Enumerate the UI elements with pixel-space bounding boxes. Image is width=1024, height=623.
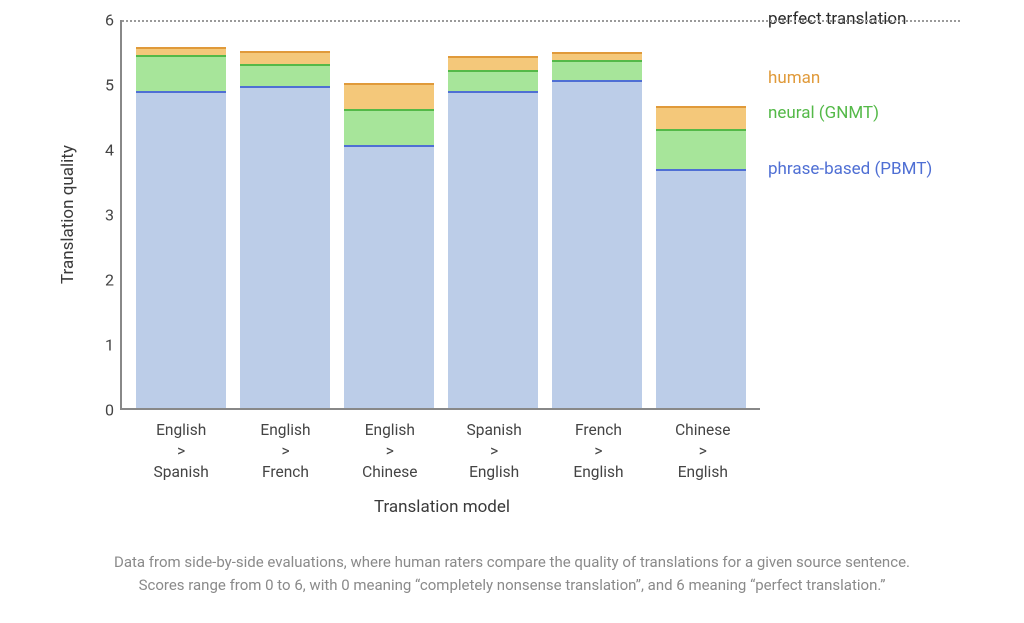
bar [448,56,538,408]
chart-caption: Data from side-by-side evaluations, wher… [72,551,952,598]
caption-line-1: Data from side-by-side evaluations, wher… [114,553,910,571]
x-tick: English>Chinese [345,420,435,483]
bar-segment-pbmt [656,169,746,408]
bar [344,83,434,408]
bar-segment-human [136,47,226,55]
x-axis-ticks: English>SpanishEnglish>FrenchEnglish>Chi… [122,410,762,483]
y-tick: 2 [105,271,114,290]
translation-quality-chart: Translation quality 0123456 perfect tran… [52,20,972,517]
bar-segment-human [656,106,746,129]
bars-container [122,20,760,408]
y-tick: 5 [105,76,114,95]
bar-segment-pbmt [448,91,538,408]
bar-segment-human [344,83,434,109]
x-tick: English>French [240,420,330,483]
bar-segment-pbmt [552,80,642,408]
y-tick: 4 [105,141,114,160]
legend: perfect translation humanneural (GNMT)ph… [760,20,960,410]
legend-item-neural: neural (GNMT) [768,103,879,123]
plot-row: Translation quality 0123456 perfect tran… [52,20,972,410]
bar-segment-pbmt [136,91,226,408]
legend-item-human: human [768,68,820,88]
caption-line-2: Scores range from 0 to 6, with 0 meaning… [139,576,886,594]
legend-item-pbmt: phrase-based (PBMT) [768,159,932,179]
bar [656,106,746,408]
bar-segment-neural [240,64,330,87]
bar-slot [552,20,642,408]
bar-segment-neural [344,109,434,145]
y-tick: 3 [105,206,114,225]
bar-slot [448,20,538,408]
x-axis-area: English>SpanishEnglish>FrenchEnglish>Chi… [122,410,972,517]
perfect-translation-label: perfect translation [768,9,906,29]
bar-segment-human [240,51,330,64]
bar-segment-neural [448,70,538,91]
bar-slot [344,20,434,408]
x-axis-label: Translation model [122,497,762,517]
bar-segment-neural [552,60,642,80]
y-tick: 0 [105,401,114,420]
x-tick: Chinese>English [658,420,748,483]
y-tick: 1 [105,336,114,355]
bar-segment-pbmt [344,145,434,408]
bar-slot [136,20,226,408]
bar [136,47,226,408]
plot-area [120,20,760,410]
bar-segment-neural [136,55,226,91]
bar-segment-neural [656,129,746,169]
bar-segment-human [448,56,538,70]
perfect-translation-line [122,20,960,22]
x-tick: English>Spanish [136,420,226,483]
y-axis-ticks: 0123456 [84,20,120,410]
x-tick: French>English [553,420,643,483]
y-axis-label: Translation quality [52,20,84,410]
x-tick: Spanish>English [449,420,539,483]
bar-slot [240,20,330,408]
bar-segment-pbmt [240,86,330,408]
bar-slot [656,20,746,408]
bar [552,52,642,408]
bar [240,51,330,409]
bar-segment-human [552,52,642,60]
y-tick: 6 [105,11,114,30]
